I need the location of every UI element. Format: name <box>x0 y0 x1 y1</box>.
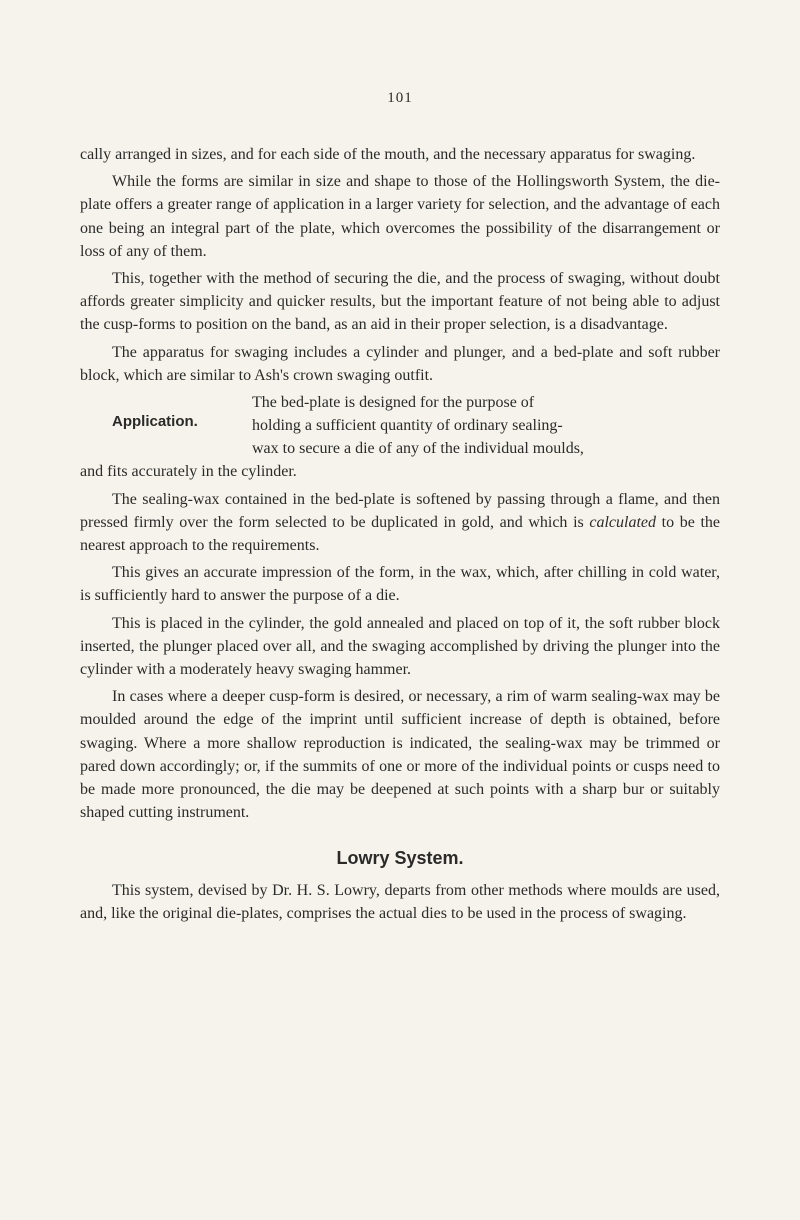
page-number: 101 <box>80 90 720 107</box>
document-page: 101 cally arranged in sizes, and for eac… <box>0 0 800 1010</box>
paragraph-2: While the forms are similar in size and … <box>80 170 720 263</box>
paragraph-8: This is placed in the cylinder, the gold… <box>80 612 720 682</box>
application-label: Application. <box>112 413 198 430</box>
paragraph-1: cally arranged in sizes, and for each si… <box>80 143 720 166</box>
paragraph-3: This, together with the method of securi… <box>80 267 720 337</box>
paragraph-7: This gives an accurate impression of the… <box>80 561 720 607</box>
paragraph-9: In cases where a deeper cusp-form is des… <box>80 685 720 824</box>
paragraph-5-line2: holding a sufficient quantity of ordinar… <box>252 417 563 434</box>
paragraph-5-line3: wax to secure a die of any of the indivi… <box>252 440 584 457</box>
paragraph-4: The apparatus for swaging includes a cyl… <box>80 341 720 387</box>
paragraph-5-line4: and fits accurately in the cylinder. <box>80 463 297 480</box>
paragraph-6: The sealing-wax contained in the bed-pla… <box>80 488 720 558</box>
application-section: Application. The bed-plate is designed f… <box>80 391 720 484</box>
section-heading: Lowry System. <box>80 848 720 869</box>
paragraph-10: This system, devised by Dr. H. S. Lowry,… <box>80 879 720 925</box>
paragraph-6-italic: calculated <box>589 514 656 531</box>
paragraph-5-line1: The bed-plate is designed for the purpos… <box>252 394 534 411</box>
paragraph-5: The bed-plate is designed for the purpos… <box>80 391 720 484</box>
